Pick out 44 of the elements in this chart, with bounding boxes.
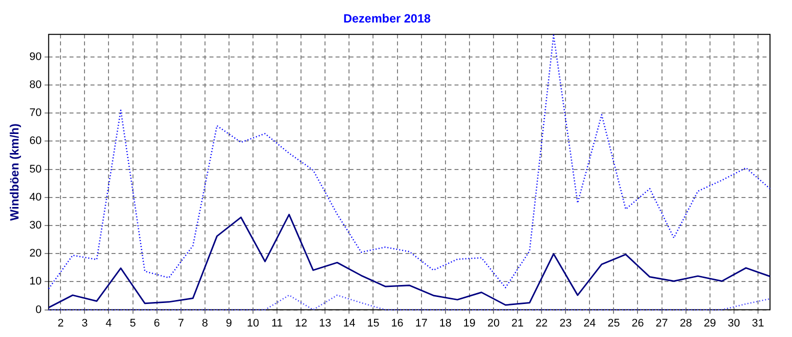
y-tick-label: 40 xyxy=(29,191,42,204)
x-tick-label: 19 xyxy=(463,317,476,330)
x-tick-label: 23 xyxy=(559,317,572,330)
x-tick-label: 2 xyxy=(58,317,64,330)
x-tick-label: 24 xyxy=(584,317,596,330)
x-tick-label: 21 xyxy=(511,317,524,330)
x-tick-label: 18 xyxy=(439,317,452,330)
x-tick-label: 30 xyxy=(728,317,740,330)
y-tick-label: 10 xyxy=(29,276,42,288)
x-tick-label: 3 xyxy=(82,317,88,330)
y-tick-label: 0 xyxy=(36,304,42,316)
chart-title: Dezember 2018 xyxy=(343,12,432,26)
y-tick-label: 30 xyxy=(29,220,42,232)
y-tick-label: 50 xyxy=(29,163,42,176)
x-tick-label: 28 xyxy=(680,317,692,330)
x-tick-label: 17 xyxy=(415,317,428,330)
line-series xyxy=(48,34,771,290)
line-series xyxy=(48,294,771,310)
x-tick-label: 15 xyxy=(367,317,380,330)
x-tick-label: 9 xyxy=(226,317,232,330)
x-tick-label: 6 xyxy=(154,317,160,330)
x-tick-label: 26 xyxy=(632,317,644,330)
x-tick-label: 12 xyxy=(294,317,308,330)
x-tick-label: 31 xyxy=(752,317,764,330)
y-tick-label: 70 xyxy=(29,107,42,120)
x-tick-label: 4 xyxy=(106,317,112,330)
x-tick-label: 16 xyxy=(391,317,404,330)
x-tick-label: 25 xyxy=(608,317,620,330)
y-tick-label: 90 xyxy=(29,50,42,63)
x-tick-label: 11 xyxy=(271,317,283,330)
x-tick-label: 14 xyxy=(343,317,356,330)
y-tick-label: 80 xyxy=(29,79,42,92)
x-tick-label: 7 xyxy=(178,317,184,330)
x-tick-label: 27 xyxy=(656,317,668,330)
x-tick-label: 10 xyxy=(246,317,260,330)
x-tick-label: 13 xyxy=(319,317,332,330)
y-tick-label: 60 xyxy=(29,135,42,148)
x-tick-label: 8 xyxy=(202,317,208,330)
x-tick-label: 20 xyxy=(487,317,500,330)
y-axis-title: Windböen (km/h) xyxy=(8,123,22,221)
x-tick-label: 22 xyxy=(535,317,548,330)
x-tick-label: 5 xyxy=(130,317,136,330)
y-tick-label: 20 xyxy=(29,248,42,260)
x-tick-label: 29 xyxy=(704,317,716,330)
